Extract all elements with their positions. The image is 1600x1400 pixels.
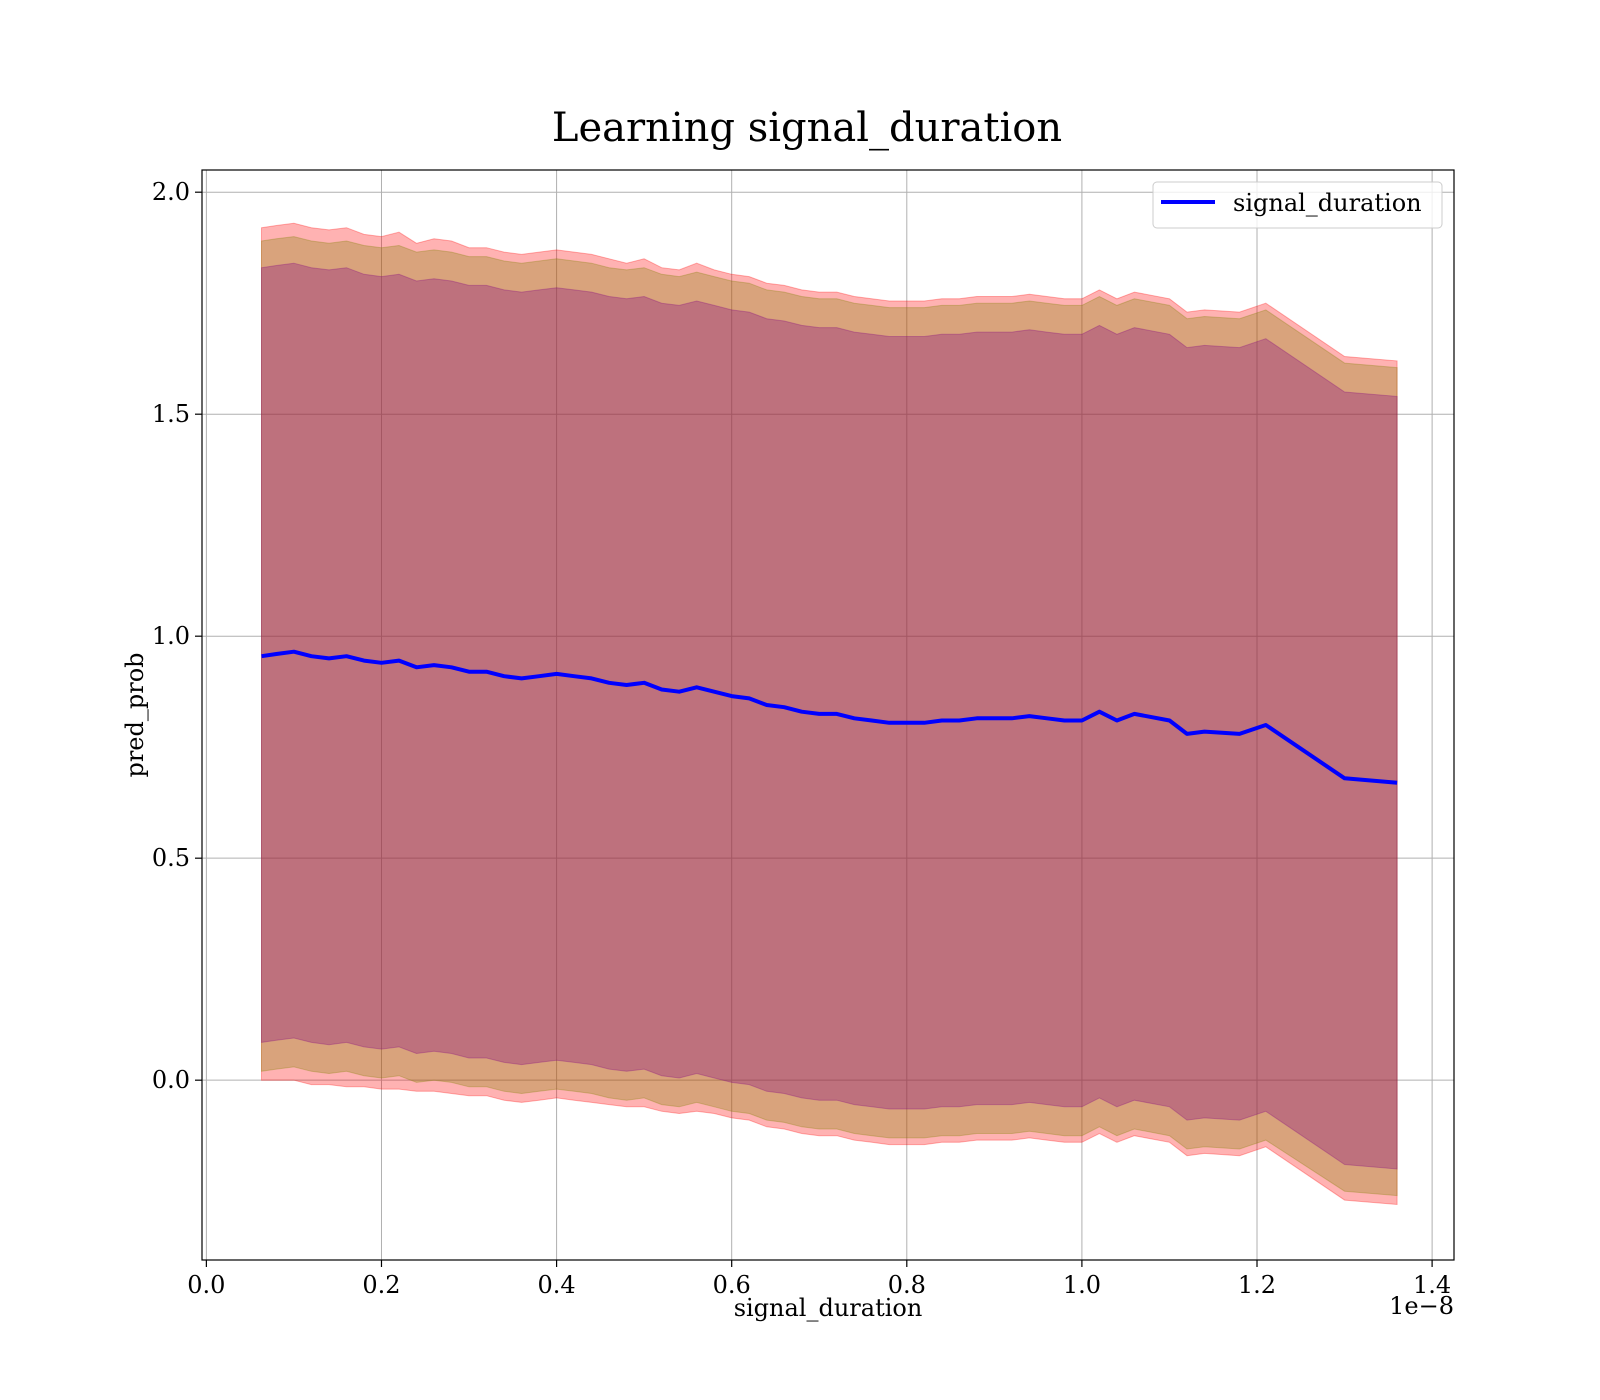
x-tick-label: 1.4 [1413,1271,1451,1299]
x-tick-label: 0.2 [362,1271,400,1299]
x-axis-offset-label: 1e−8 [1389,1292,1454,1320]
x-tick-label: 1.2 [1238,1271,1276,1299]
legend-label: signal_duration [1233,189,1422,217]
y-tick-label: 0.0 [152,1066,190,1094]
y-tick-label: 1.5 [152,400,190,428]
confidence-band-2 [261,236,1398,1197]
x-tick-label: 0.0 [187,1271,225,1299]
x-axis-label: signal_duration [734,1294,923,1322]
x-tick-label: 1.0 [1063,1271,1101,1299]
series-lines [261,649,1398,785]
plot-frame [201,169,1455,1261]
grid [202,170,1454,1260]
legend: signal_duration [1152,181,1443,229]
x-tick-label: 0.8 [888,1271,926,1299]
legend-box [1152,181,1443,229]
y-tick-label: 0.5 [152,844,190,872]
chart-title: Learning signal_duration [552,105,1062,151]
y-axis-label: pred_prob [121,652,149,777]
x-axis-ticks: 0.0 0.2 0.4 0.6 0.8 1.0 1.2 1.4 [187,1260,1451,1299]
confidence-band-3 [261,262,1398,1170]
x-tick-label: 0.4 [538,1271,576,1299]
series-line-1 [261,649,1398,785]
x-tick-label: 0.6 [713,1271,751,1299]
y-tick-label: 1.0 [152,622,190,650]
y-tick-label: 2.0 [152,178,190,206]
y-axis-ticks: 0.0 0.5 1.0 1.5 2.0 [152,178,202,1094]
